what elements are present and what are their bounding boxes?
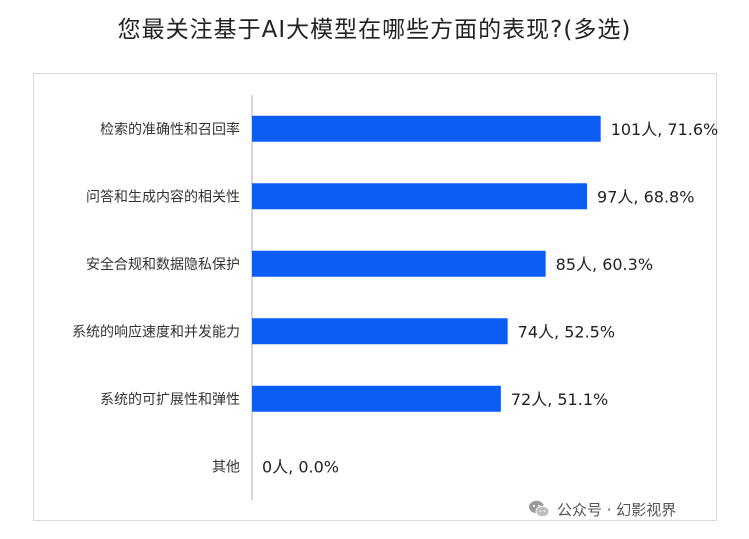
category-label: 问答和生成内容的相关性	[86, 188, 240, 205]
category-label: 检索的准确性和召回率	[100, 121, 240, 138]
watermark: 公众号 · 幻影视界	[527, 496, 676, 522]
data-label: 0人, 0.0%	[262, 457, 339, 476]
data-label: 101人, 71.6%	[611, 120, 719, 139]
bar	[252, 318, 508, 345]
bar	[252, 115, 601, 142]
watermark-text: 公众号 · 幻影视界	[557, 500, 677, 519]
category-label: 其他	[212, 459, 240, 475]
bar	[252, 183, 588, 210]
wechat-icon	[529, 500, 550, 518]
bar	[252, 385, 501, 412]
chart-title: 您最关注基于AI大模型在哪些方面的表现?(多选)	[117, 17, 632, 43]
data-label: 85人, 60.3%	[556, 255, 653, 274]
bar	[252, 250, 546, 277]
data-label: 97人, 68.8%	[597, 187, 694, 206]
chart-frame	[33, 73, 717, 521]
data-label: 72人, 51.1%	[511, 390, 608, 409]
data-label: 74人, 52.5%	[518, 322, 615, 341]
category-label: 安全合规和数据隐私保护	[86, 256, 240, 273]
category-label: 系统的可扩展性和弹性	[100, 392, 240, 408]
category-label: 系统的响应速度和并发能力	[72, 323, 240, 340]
